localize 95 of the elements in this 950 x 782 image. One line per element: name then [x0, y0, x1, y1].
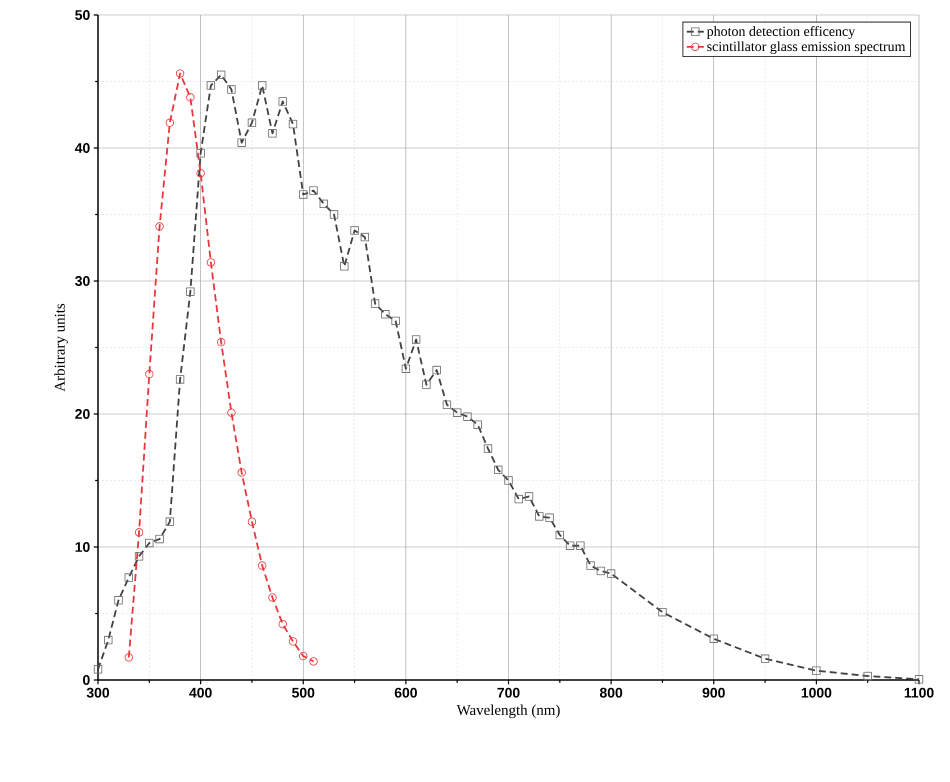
point: [186, 287, 195, 296]
point: [370, 299, 380, 308]
point: [145, 538, 154, 548]
point: [166, 518, 174, 526]
point: [124, 573, 133, 582]
point: [258, 81, 266, 90]
point: [206, 258, 216, 267]
point: [864, 672, 872, 680]
point: [288, 637, 298, 646]
point: [216, 338, 226, 346]
point: [134, 552, 144, 560]
point: [227, 85, 236, 94]
y-tick-label: 0: [83, 675, 90, 685]
point: [812, 666, 821, 675]
point: [596, 566, 606, 576]
point: [710, 634, 718, 643]
x-tick-label: 400: [189, 688, 212, 698]
legend-label: scintillator glass emission spectrum: [707, 41, 906, 54]
point: [237, 468, 246, 477]
y-tick-label: 10: [76, 542, 90, 552]
x-tick-label: 300: [86, 688, 110, 698]
point: [494, 466, 502, 474]
x-tick-label: 500: [292, 688, 314, 698]
point: [176, 375, 184, 384]
y-tick-label: 20: [75, 409, 90, 419]
point: [566, 541, 574, 550]
point: [155, 222, 164, 231]
y-axis-title: Arbitrary units: [54, 304, 68, 392]
point: [504, 476, 513, 485]
point: [248, 118, 256, 127]
x-tick-label: 900: [702, 688, 725, 698]
point: [166, 118, 174, 127]
point: [391, 316, 400, 326]
point: [206, 81, 216, 90]
point: [320, 200, 328, 208]
y-tick-label: 50: [75, 10, 90, 20]
point: [258, 561, 266, 570]
x-tick-label: 700: [497, 688, 520, 698]
point: [309, 186, 318, 195]
point: [586, 561, 595, 570]
point: [278, 620, 287, 628]
point: [330, 210, 338, 219]
x-tick-label: 1100: [904, 688, 934, 698]
point: [288, 120, 298, 128]
point: [340, 262, 348, 271]
point: [176, 69, 184, 78]
point: [402, 364, 410, 373]
legend-label: photon detection efficency: [706, 26, 856, 39]
point: [514, 494, 523, 504]
point: [309, 657, 318, 666]
point: [432, 366, 441, 374]
point: [114, 596, 123, 604]
point: [535, 512, 544, 521]
point: [196, 149, 205, 158]
point: [914, 675, 924, 684]
point: [299, 190, 308, 199]
point: [556, 530, 564, 540]
point: [760, 654, 770, 663]
point: [360, 232, 370, 242]
x-axis-title: Wavelength (nm): [456, 704, 560, 718]
point: [545, 514, 554, 522]
point: [237, 138, 246, 147]
point: [94, 665, 102, 674]
x-tick-label: 1000: [802, 688, 832, 698]
point: [576, 541, 585, 550]
point: [381, 310, 390, 318]
point: [606, 569, 616, 578]
point: [134, 528, 144, 537]
point: [227, 408, 236, 417]
point: [658, 608, 667, 616]
point: [104, 636, 112, 644]
point: [268, 593, 277, 602]
point: [442, 400, 452, 409]
point: [155, 534, 164, 544]
y-tick-label: 40: [74, 143, 90, 153]
point: [124, 653, 133, 662]
point: [248, 518, 256, 526]
point: [145, 370, 154, 378]
point: [453, 408, 462, 417]
point: [422, 380, 431, 389]
point: [196, 169, 205, 178]
x-tick-label: 800: [600, 688, 622, 698]
x-tick-label: 600: [394, 688, 417, 698]
point: [350, 226, 359, 235]
point: [524, 492, 534, 501]
y-tick-label: 30: [75, 276, 90, 286]
point: [186, 93, 195, 102]
point: [412, 335, 420, 344]
point: [484, 444, 492, 453]
point: [216, 70, 226, 80]
point: [278, 97, 287, 106]
point: [268, 129, 277, 138]
point: [463, 412, 472, 421]
point: [474, 420, 482, 429]
point: [299, 652, 308, 660]
